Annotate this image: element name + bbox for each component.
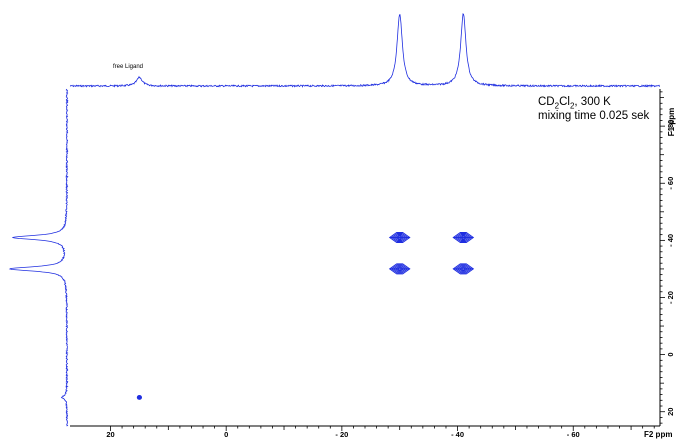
f2-tick-label: - 40 [451,430,464,439]
f1-axis: - 80 - 60 - 40 - 20 0 20 [660,91,675,424]
cross-peaks [136,232,475,400]
f2-tick-label: - 20 [335,430,348,439]
mixing-time-annotation: mixing time 0.025 sek [538,110,650,122]
cross-peak [136,395,143,400]
cross-peak [452,263,475,275]
f1-projection-trace [8,88,69,427]
cross-peak [388,263,411,275]
solvent-annotation: CD2Cl2, 300 K [538,96,611,111]
cross-peak [452,232,475,243]
f1-tick-label: - 40 [666,234,675,247]
plot-frame [70,89,661,427]
f2-tick-label: 0 [224,430,228,439]
f2-axis: 20 0 - 20 - 40 - 60 [106,426,655,439]
f2-axis-label: F2 ppm [644,430,672,439]
f1-tick-label: - 80 [666,120,675,133]
cross-peak [388,232,411,243]
f2-projection [69,13,661,88]
f2-tick-label: 20 [106,430,114,439]
free-ligand-label: free Ligand [113,64,144,70]
f1-tick-label: - 60 [666,177,675,190]
f2-tick-label: - 60 [567,430,580,439]
f1-tick-label: - 20 [666,291,675,304]
f1-tick-label: 0 [666,353,675,357]
f2-projection-trace [69,13,661,88]
f1-projection [8,88,69,427]
f1-tick-label: 20 [666,408,675,416]
f1-axis-label: F1 ppm [667,108,676,136]
